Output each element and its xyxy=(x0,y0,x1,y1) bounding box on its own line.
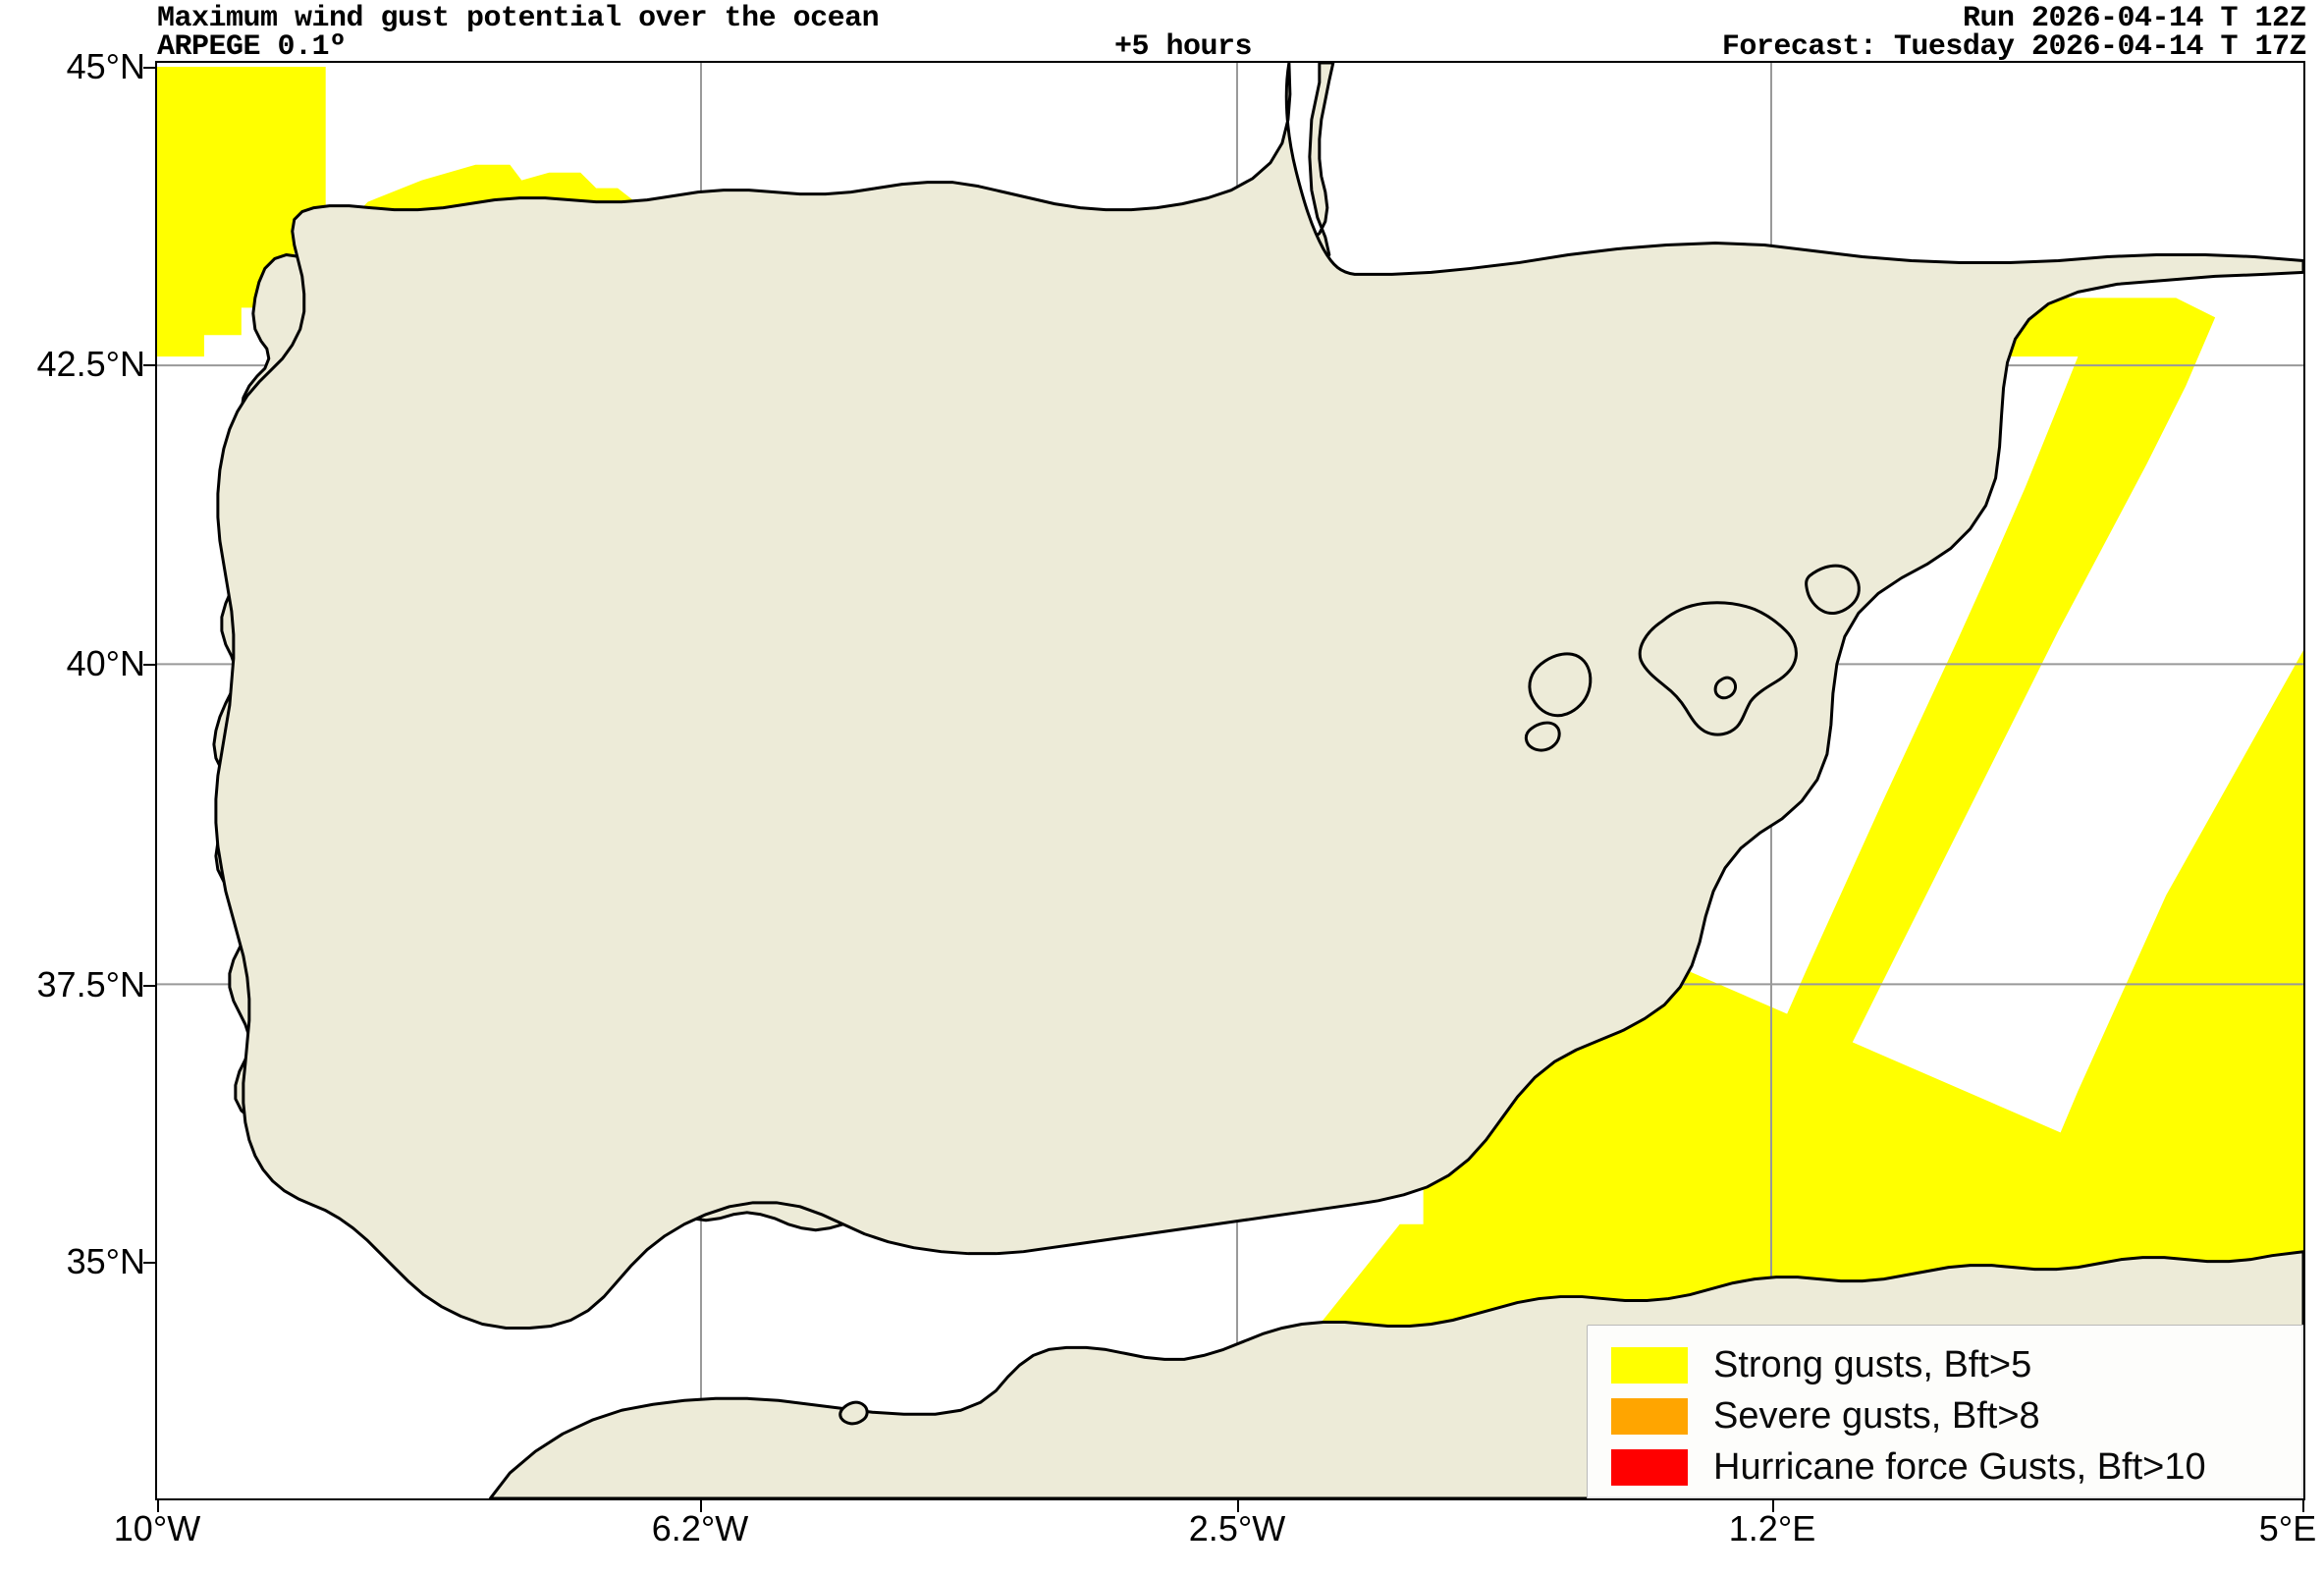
page-title: Maximum wind gust potential over the oce… xyxy=(157,2,880,35)
legend-item-major-hurricane-gusts[interactable]: Major Hurricane Gusts xyxy=(1611,1493,2303,1501)
legend-label-severe-gusts: Severe gusts, Bft>8 xyxy=(1713,1395,2040,1437)
y-tick-mark xyxy=(143,1262,155,1264)
gust-band-outer xyxy=(1881,235,2303,1498)
lead-time-label: +5 hours xyxy=(1114,30,1253,64)
header-line-2: ARPEGE 0.1º +5 hours Forecast: Tuesday 2… xyxy=(0,30,2324,64)
legend-item-hurricane-force-gusts[interactable]: Hurricane force Gusts, Bft>10 xyxy=(1611,1441,2303,1493)
header-line-1: Maximum wind gust potential over the oce… xyxy=(0,2,2324,35)
y-tick-label-35n: 35°N xyxy=(66,1241,145,1281)
x-tick-mark xyxy=(1772,1500,1774,1512)
land-mallorca xyxy=(1638,601,1798,736)
map-canvas xyxy=(157,63,2303,1498)
y-tick-label-40n: 40°N xyxy=(66,643,145,683)
x-tick-label-10w: 10°W xyxy=(113,1508,201,1548)
legend-label-hurricane-force-gusts: Hurricane force Gusts, Bft>10 xyxy=(1713,1446,2206,1488)
land-ceuta xyxy=(838,1400,869,1426)
land-cabrera xyxy=(1713,676,1738,700)
legend-label-major-hurricane-gusts: Major Hurricane Gusts xyxy=(1713,1499,2086,1500)
gust-band-inner xyxy=(1597,298,2216,1484)
x-tick-label-2-5w: 2.5°W xyxy=(1188,1508,1286,1548)
y-tick-label-42-5n: 42.5°N xyxy=(36,344,145,384)
run-timestamp: Run 2026-04-14 T 12Z xyxy=(1962,2,2307,35)
x-tick-label-5e: 5°E xyxy=(2258,1508,2317,1548)
legend-item-strong-gusts[interactable]: Strong gusts, Bft>5 xyxy=(1611,1339,2303,1390)
y-tick-label-37-5n: 37.5°N xyxy=(36,964,145,1005)
map-header: Maximum wind gust potential over the oce… xyxy=(0,0,2324,64)
x-tick-mark xyxy=(157,1500,159,1512)
x-tick-mark xyxy=(2302,1500,2304,1512)
x-tick-label-6-2w: 6.2°W xyxy=(651,1508,749,1548)
legend-swatch-hurricane-force-gusts xyxy=(1611,1448,1688,1486)
x-tick-mark xyxy=(1237,1500,1239,1512)
y-tick-mark xyxy=(143,67,155,69)
land-iberia-main xyxy=(214,63,2303,1330)
legend-item-severe-gusts[interactable]: Severe gusts, Bft>8 xyxy=(1611,1390,2303,1441)
legend-swatch-major-hurricane-gusts xyxy=(1611,1500,1688,1501)
map-legend[interactable]: Strong gusts, Bft>5 Severe gusts, Bft>8 … xyxy=(1587,1325,2303,1501)
land-ibiza xyxy=(1528,652,1593,718)
y-tick-mark xyxy=(143,364,155,366)
y-tick-mark xyxy=(143,985,155,987)
x-tick-mark xyxy=(700,1500,702,1512)
gust-area-se-diagonal-bands xyxy=(1597,235,2303,1498)
forecast-valid-time: Forecast: Tuesday 2026-04-14 T 17Z xyxy=(1721,30,2307,64)
legend-label-strong-gusts: Strong gusts, Bft>5 xyxy=(1713,1344,2032,1385)
map-plot-area[interactable]: Strong gusts, Bft>5 Severe gusts, Bft>8 … xyxy=(155,61,2305,1500)
y-tick-mark xyxy=(143,664,155,666)
legend-swatch-severe-gusts xyxy=(1611,1397,1688,1435)
y-tick-label-45n: 45°N xyxy=(66,46,145,86)
land-menorca xyxy=(1805,564,1861,616)
model-label: ARPEGE 0.1º xyxy=(157,30,347,64)
x-tick-label-1-2e: 1.2°E xyxy=(1728,1508,1816,1548)
land-formentera xyxy=(1524,721,1561,752)
legend-swatch-strong-gusts xyxy=(1611,1346,1688,1384)
